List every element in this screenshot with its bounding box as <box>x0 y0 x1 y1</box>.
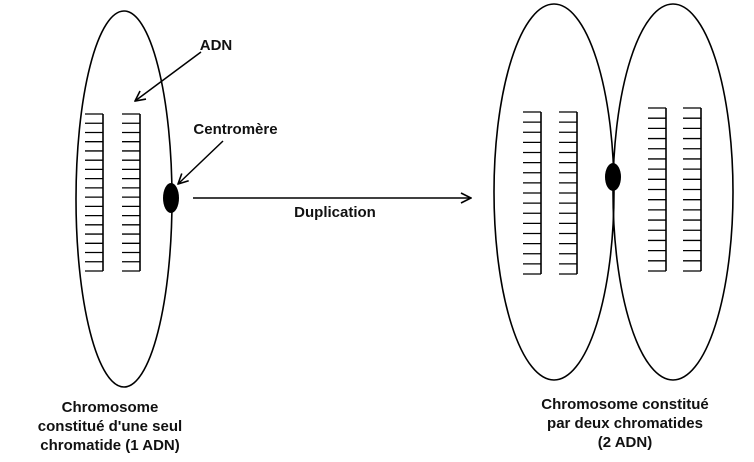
left-caption-line: Chromosome <box>61 399 159 416</box>
right-dna-ladder-1 <box>523 111 578 275</box>
right-chromatid-left-outline <box>493 3 615 381</box>
right-dna-ladder-2 <box>648 107 702 272</box>
duplication-label: Duplication <box>294 204 376 221</box>
left-dna-ladder <box>85 113 141 272</box>
centromere-label: Centromère <box>193 121 278 138</box>
left-chromosome-caption: Chromosome constitué d'une seul chromati… <box>20 398 200 455</box>
left-caption-line: chromatide (1 ADN) <box>40 437 180 454</box>
right-caption-line: (2 ADN) <box>597 434 653 451</box>
left-caption-line: constitué d'une seul <box>37 418 183 435</box>
left-chromatid-outline <box>75 10 173 388</box>
left-centromere <box>163 183 179 213</box>
centromere-pointer-arrow <box>178 140 224 184</box>
right-centromere <box>605 163 621 191</box>
right-caption-line: par deux chromatides <box>547 415 703 432</box>
adn-label: ADN <box>199 37 233 54</box>
right-caption-line: Chromosome constitué <box>541 396 709 413</box>
right-chromosome-caption: Chromosome constitué par deux chromatide… <box>520 395 730 452</box>
adn-pointer-arrow <box>135 51 202 101</box>
right-chromatid-right-outline <box>612 3 734 381</box>
